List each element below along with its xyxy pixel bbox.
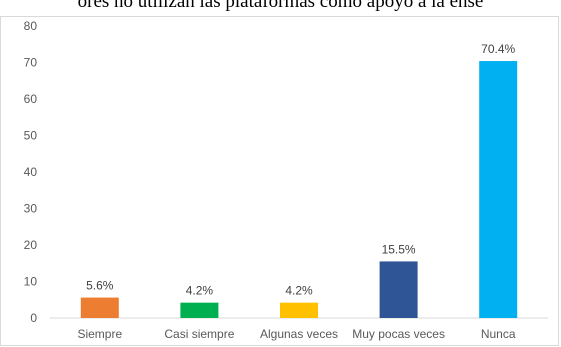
- data-label: 4.2%: [186, 284, 214, 298]
- y-tick-label: 0: [30, 311, 37, 325]
- y-tick-label: 20: [24, 238, 38, 252]
- category-label: Muy pocas veces: [352, 327, 445, 341]
- category-label: Algunas veces: [260, 327, 338, 341]
- category-label: Casi siempre: [164, 327, 234, 341]
- data-label: 5.6%: [86, 279, 114, 293]
- category-label: Nunca: [481, 327, 516, 341]
- bar: [379, 261, 418, 318]
- data-label: 4.2%: [285, 284, 313, 298]
- y-tick-label: 60: [24, 92, 38, 106]
- y-tick-label: 50: [24, 129, 38, 143]
- bar: [180, 302, 219, 318]
- chart-frame: [0, 16, 559, 346]
- data-labels: 5.6% 4.2% 4.2% 15.5% 70.4%: [86, 42, 515, 298]
- bars: [80, 61, 518, 318]
- x-axis: Siempre Casi siempre Algunas veces Muy poca…: [50, 317, 548, 341]
- data-label: 70.4%: [481, 42, 515, 56]
- data-label: 15.5%: [382, 242, 416, 256]
- bar: [479, 61, 518, 318]
- category-label: Siempre: [77, 327, 122, 341]
- bar: [80, 297, 119, 318]
- y-tick-label: 70: [24, 56, 38, 70]
- bar: [280, 302, 318, 318]
- y-axis: 0 10 20 30 40 50 60 70 80: [24, 19, 38, 325]
- y-tick-label: 10: [24, 275, 38, 289]
- y-tick-label: 40: [24, 165, 38, 179]
- y-tick-label: 80: [24, 19, 38, 33]
- y-tick-label: 30: [24, 202, 38, 216]
- chart-title: ores no utilizan las plataformas como ap…: [77, 0, 484, 12]
